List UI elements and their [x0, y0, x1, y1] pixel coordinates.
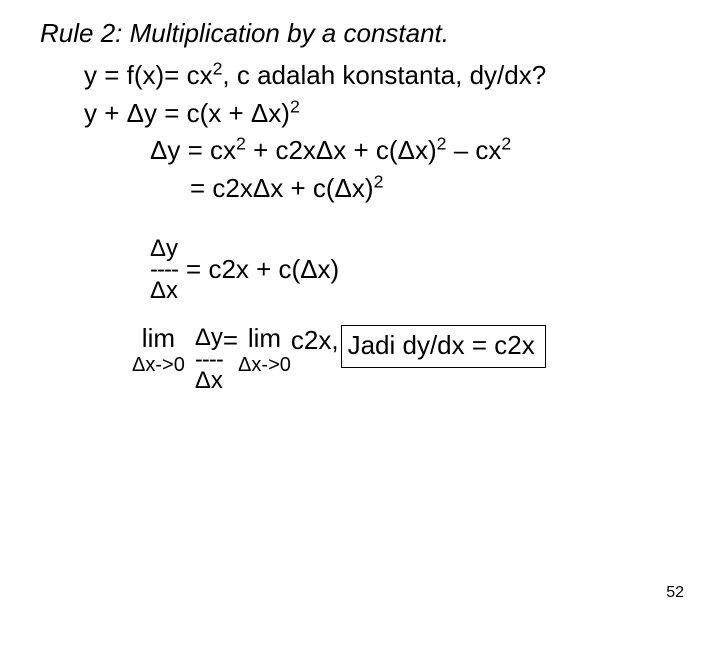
result-box: Jadi dy/dx = c2x — [341, 325, 546, 368]
superscript: 2 — [236, 134, 246, 154]
superscript: 2 — [501, 134, 511, 154]
text: – cx — [446, 135, 501, 165]
lim-text: lim — [142, 325, 175, 352]
rhs-value: c2x — [291, 325, 331, 356]
lim-text: lim — [248, 325, 281, 352]
eq-line-4: = c2xΔx + c(Δx)2 — [40, 170, 680, 208]
rule-title: Rule 2: Multiplication by a constant. — [40, 18, 680, 49]
eq-line-1: y = f(x)= cx2, c adalah konstanta, dy/dx… — [40, 57, 680, 95]
fraction: Δy ---- Δx — [150, 236, 178, 304]
denominator: Δx — [195, 368, 223, 393]
limit-right: lim Δx->0 — [238, 325, 291, 375]
denominator: Δx — [150, 278, 178, 303]
superscript: 2 — [290, 96, 300, 116]
limit-left: lim Δx->0 — [132, 325, 185, 375]
superscript: 2 — [374, 171, 384, 191]
text: Δy = cx — [150, 135, 236, 165]
slide-content: Rule 2: Multiplication by a constant. y … — [0, 0, 720, 393]
text: y = f(x)= cx — [84, 60, 213, 90]
page-number: 52 — [666, 584, 684, 602]
text: y + Δy = c(x + Δx) — [84, 98, 290, 128]
fraction: Δy ---- Δx — [195, 325, 223, 393]
text: + c2xΔx + c(Δx) — [246, 135, 437, 165]
fraction-equation: Δy ---- Δx = c2x + c(Δx) — [40, 236, 680, 304]
superscript: 2 — [437, 134, 447, 154]
comma: , — [331, 325, 338, 356]
lim-subscript: Δx->0 — [132, 355, 185, 376]
equals: = — [223, 325, 238, 356]
text: = c2xΔx + c(Δx) — [190, 173, 374, 203]
eq-line-3: Δy = cx2 + c2xΔx + c(Δx)2 – cx2 — [40, 132, 680, 170]
limit-equation: lim Δx->0 Δy ---- Δx = lim Δx->0 c2x , J… — [40, 325, 680, 393]
lim-subscript: Δx->0 — [238, 355, 291, 376]
text: , c adalah konstanta, dy/dx? — [222, 60, 546, 90]
superscript: 2 — [213, 58, 223, 78]
eq-line-2: y + Δy = c(x + Δx)2 — [40, 95, 680, 133]
fraction-rhs: = c2x + c(Δx) — [178, 254, 339, 285]
